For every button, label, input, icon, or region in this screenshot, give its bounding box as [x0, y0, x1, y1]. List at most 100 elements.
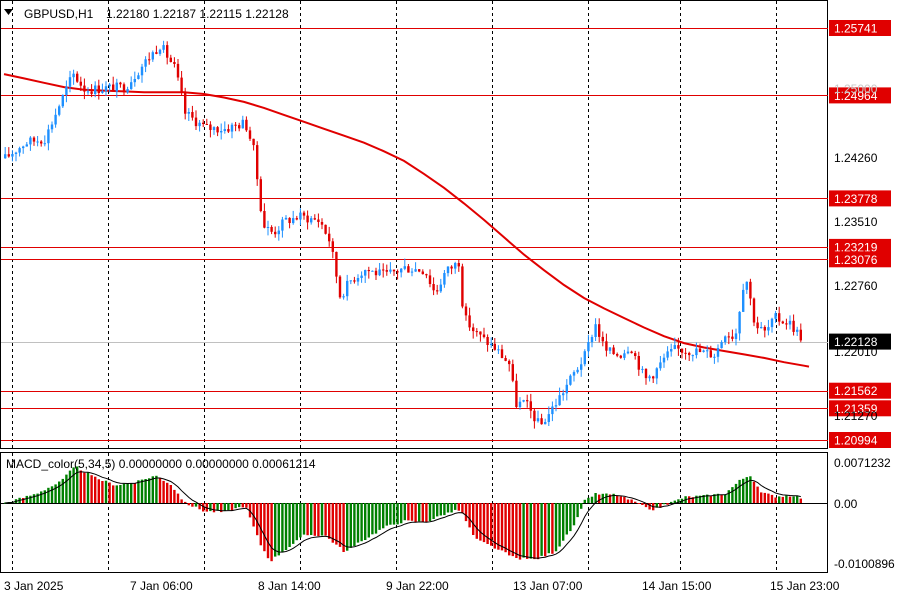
candle-body — [464, 306, 468, 316]
macd-bar — [446, 503, 450, 513]
macd-bar — [266, 503, 270, 559]
candle-body — [137, 75, 140, 79]
macd-bar — [576, 503, 579, 518]
candle-body — [605, 341, 608, 351]
candle-body — [457, 263, 460, 267]
candle-body — [432, 284, 435, 291]
price-tick: 1.21270 — [834, 409, 878, 423]
macd-bar — [612, 493, 615, 503]
price-badge-label: 1.21359 — [834, 402, 878, 416]
macd-bar — [259, 503, 262, 546]
macd-bar — [648, 503, 651, 510]
candle-body — [90, 91, 93, 94]
candle-body — [623, 353, 626, 358]
macd-bar — [223, 503, 226, 511]
candle-body — [256, 145, 259, 180]
candle-body — [274, 231, 277, 235]
candle-body — [436, 290, 439, 292]
macd-bar — [677, 499, 680, 503]
candle-body — [515, 380, 518, 407]
macd-bar — [392, 503, 396, 525]
horizontal-levels[interactable] — [1, 28, 828, 441]
macd-bar — [378, 503, 381, 530]
candle-body — [234, 124, 237, 126]
macd-bar — [540, 503, 543, 556]
price-badge — [829, 20, 891, 36]
candle-body — [706, 350, 709, 352]
macd-bar — [284, 503, 288, 550]
macd-bar — [583, 499, 586, 503]
collapse-triangle-icon[interactable] — [4, 9, 13, 15]
macd-bar — [504, 503, 507, 553]
candle-body — [565, 384, 568, 394]
macd-bar — [432, 503, 435, 519]
candle-body — [763, 327, 766, 331]
macd-bar — [385, 503, 388, 526]
macd-bar — [122, 483, 126, 503]
price-badge — [829, 382, 891, 399]
candle-body — [695, 348, 698, 356]
candle-body — [86, 91, 90, 93]
candle-body — [43, 143, 46, 145]
candle-body — [263, 211, 266, 228]
macd-bar — [641, 503, 644, 505]
macd-bar — [137, 480, 140, 503]
candle-body — [148, 59, 151, 61]
candle-body — [389, 269, 392, 272]
macd-bar — [364, 503, 367, 540]
price-badge-label: 1.20994 — [834, 434, 878, 448]
candle-body — [511, 364, 514, 381]
macd-bar — [443, 503, 446, 516]
macd-label: MACD_color(5,34,5) 0.00000000 0.00000000… — [6, 457, 316, 471]
candle-body — [562, 393, 565, 396]
price-badge — [829, 87, 891, 104]
macd-bar — [119, 485, 122, 503]
macd-bar — [302, 503, 306, 535]
candle-body — [742, 289, 745, 312]
macd-bar — [706, 494, 709, 503]
price-badge — [829, 251, 891, 268]
candle-body — [14, 152, 18, 154]
candle-body — [320, 222, 324, 225]
current-price-badge — [829, 333, 891, 350]
candle-body — [634, 353, 637, 356]
macd-bar — [796, 495, 799, 503]
price-badge-label: 1.23076 — [834, 253, 878, 267]
candle-body — [151, 52, 154, 60]
macd-bar — [788, 496, 792, 503]
macd-bar — [270, 503, 273, 562]
candle-body — [4, 154, 7, 159]
candle-body — [245, 119, 248, 131]
candle-body — [295, 218, 298, 220]
macd-bar — [511, 503, 514, 557]
candle-body — [569, 375, 572, 385]
candle-body — [673, 345, 676, 349]
macd-bar — [673, 500, 676, 503]
candlesticks — [4, 40, 802, 429]
candle-body — [558, 395, 561, 406]
macd-bar — [79, 470, 82, 503]
candle-body — [551, 406, 554, 415]
macd-bar — [475, 503, 478, 539]
time-label: 3 Jan 2025 — [4, 579, 64, 593]
candle-body — [328, 233, 331, 242]
candle-body — [583, 351, 586, 365]
macd-bar — [101, 481, 104, 503]
macd-bar — [558, 503, 561, 547]
candle-body — [385, 270, 388, 272]
candle-body — [778, 313, 781, 322]
candle-body — [781, 321, 784, 324]
macd-bar — [608, 494, 612, 503]
candle-body — [360, 275, 363, 278]
candle-body — [652, 376, 655, 379]
macd-bar — [65, 474, 68, 503]
macd-histogram — [1, 466, 828, 562]
macd-bar — [547, 503, 550, 554]
macd-bar — [709, 496, 712, 503]
macd-bar — [187, 503, 190, 506]
macd-bar — [50, 486, 54, 503]
candle-body — [734, 333, 738, 339]
candle-body — [79, 81, 82, 86]
candle-body — [760, 327, 763, 329]
